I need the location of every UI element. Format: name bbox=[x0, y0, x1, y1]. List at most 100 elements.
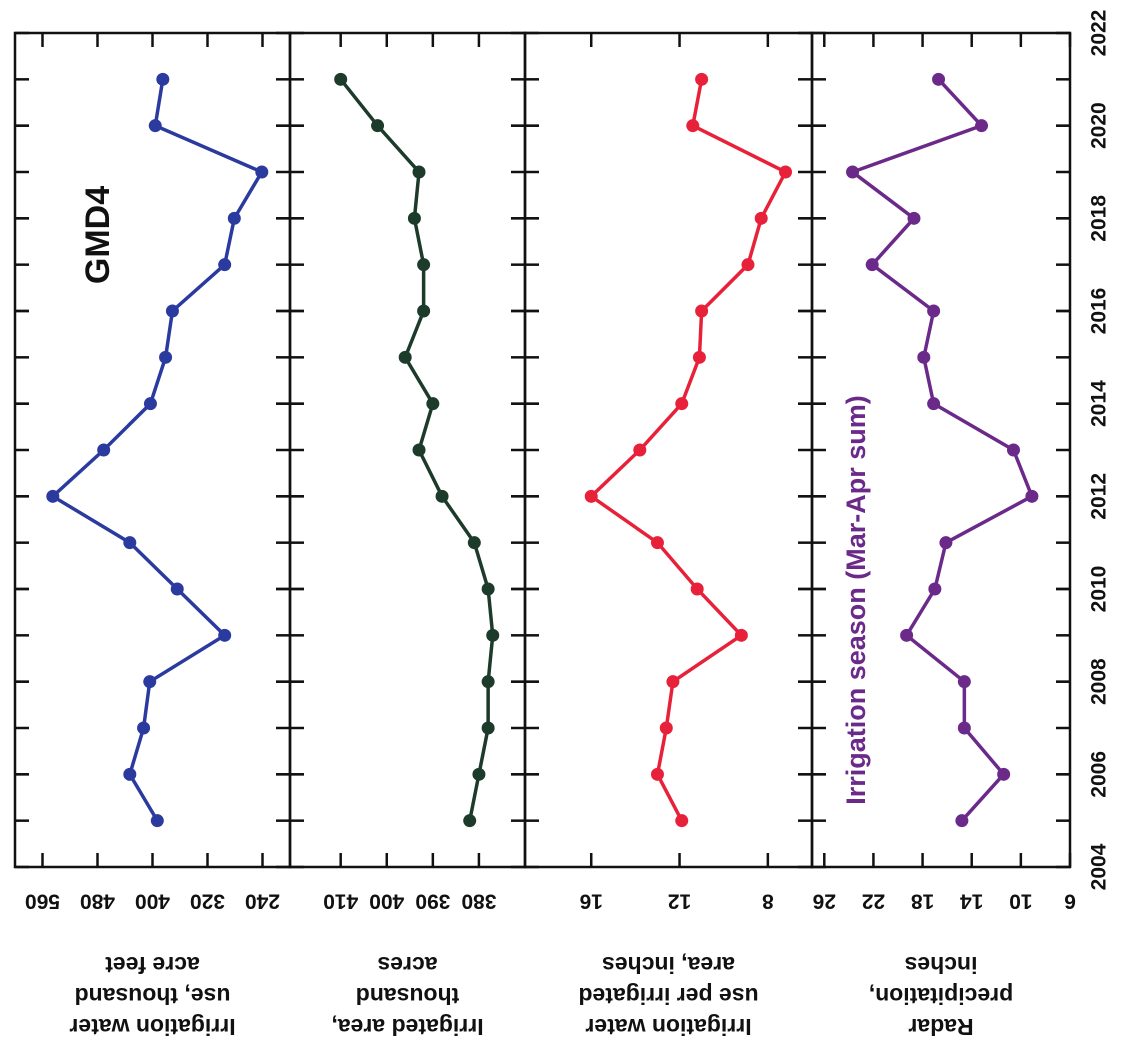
data-point bbox=[955, 814, 969, 828]
x-tick-label: 2016 bbox=[1088, 288, 1111, 335]
y-tick-label: 480 bbox=[80, 889, 115, 912]
data-point bbox=[695, 72, 709, 86]
data-point bbox=[1006, 443, 1020, 457]
x-tick-label: 2006 bbox=[1088, 751, 1111, 798]
y-axis-title: acres bbox=[377, 952, 437, 978]
data-point bbox=[435, 489, 449, 503]
data-point bbox=[928, 582, 942, 596]
data-point bbox=[143, 675, 157, 689]
y-axis-title: Irrigated area, bbox=[331, 1014, 483, 1040]
data-point bbox=[426, 397, 440, 411]
data-point bbox=[666, 675, 680, 689]
data-point bbox=[865, 258, 879, 272]
data-point bbox=[650, 767, 664, 781]
data-point bbox=[917, 350, 931, 364]
y-tick-label: 410 bbox=[323, 889, 358, 912]
data-point bbox=[123, 536, 137, 550]
y-tick-label: 8 bbox=[762, 889, 774, 912]
y-tick-label: 14 bbox=[960, 889, 984, 912]
data-point bbox=[486, 628, 500, 642]
data-point bbox=[907, 211, 921, 225]
data-line bbox=[848, 78, 1035, 822]
data-point bbox=[779, 165, 793, 179]
data-point bbox=[675, 397, 689, 411]
y-axis-title: Irrigation water bbox=[585, 1014, 751, 1040]
data-point bbox=[1025, 489, 1039, 503]
y-tick-label: 18 bbox=[911, 889, 935, 912]
panel-frame bbox=[523, 31, 814, 869]
annotation: GMD4 bbox=[79, 186, 117, 284]
y-tick-label: 12 bbox=[668, 889, 691, 912]
data-point bbox=[975, 119, 989, 133]
data-point bbox=[417, 258, 431, 272]
data-point bbox=[412, 443, 426, 457]
x-tick-label: 2004 bbox=[1088, 843, 1111, 890]
data-point bbox=[150, 814, 164, 828]
y-tick-label: 240 bbox=[245, 889, 280, 912]
data-point bbox=[675, 814, 689, 828]
y-tick-label: 390 bbox=[415, 889, 450, 912]
data-point bbox=[481, 721, 495, 735]
data-point bbox=[467, 536, 481, 550]
data-point bbox=[927, 304, 941, 318]
x-tick-label: 2012 bbox=[1088, 473, 1111, 520]
data-point bbox=[159, 350, 173, 364]
data-point bbox=[633, 443, 647, 457]
data-point bbox=[123, 767, 137, 781]
y-tick-label: 400 bbox=[135, 889, 170, 912]
x-tick-label: 2020 bbox=[1088, 102, 1111, 149]
y-tick-label: 22 bbox=[862, 889, 885, 912]
data-point bbox=[932, 72, 946, 86]
data-point bbox=[741, 258, 755, 272]
data-point bbox=[957, 721, 971, 735]
data-point bbox=[412, 165, 426, 179]
data-point bbox=[417, 304, 431, 318]
y-tick-label: 16 bbox=[580, 889, 603, 912]
y-axis-title: thousand bbox=[356, 983, 460, 1009]
y-tick-label: 6 bbox=[1064, 889, 1076, 912]
annotation: Irrigation season (Mar-Apr sum) bbox=[841, 395, 871, 805]
data-point bbox=[846, 165, 860, 179]
data-point bbox=[481, 582, 495, 596]
data-point bbox=[686, 119, 700, 133]
data-point bbox=[690, 582, 704, 596]
y-axis-title: use per irrigated bbox=[578, 983, 758, 1009]
data-point bbox=[398, 350, 412, 364]
data-point bbox=[165, 304, 179, 318]
data-point bbox=[334, 72, 348, 86]
x-tick-label: 2022 bbox=[1088, 10, 1111, 57]
x-tick-label: 2014 bbox=[1088, 380, 1111, 427]
y-tick-label: 400 bbox=[369, 889, 404, 912]
y-axis-title: use, thousand bbox=[75, 983, 231, 1009]
data-point bbox=[734, 628, 748, 642]
x-tick-label: 2008 bbox=[1088, 658, 1111, 705]
data-point bbox=[218, 628, 232, 642]
y-axis-title: area, inches bbox=[602, 952, 735, 978]
x-tick-label: 2010 bbox=[1088, 566, 1111, 613]
y-axis-title: Radar bbox=[908, 1014, 973, 1040]
data-point bbox=[584, 489, 598, 503]
data-point bbox=[659, 721, 673, 735]
data-point bbox=[957, 675, 971, 689]
y-tick-label: 560 bbox=[25, 889, 60, 912]
y-tick-label: 320 bbox=[190, 889, 225, 912]
data-point bbox=[137, 721, 151, 735]
panel-frame bbox=[13, 31, 292, 869]
data-point bbox=[371, 119, 385, 133]
data-line bbox=[588, 79, 788, 822]
data-point bbox=[472, 767, 486, 781]
data-point bbox=[407, 211, 421, 225]
y-tick-label: 10 bbox=[1009, 889, 1032, 912]
data-point bbox=[481, 675, 495, 689]
y-axis-title: acre feet bbox=[105, 952, 200, 978]
data-point bbox=[939, 536, 953, 550]
data-point bbox=[148, 119, 162, 133]
y-tick-label: 26 bbox=[813, 889, 836, 912]
y-axis-title: inches bbox=[905, 952, 978, 978]
y-axis-title: precipitation, bbox=[869, 983, 1013, 1009]
data-point bbox=[463, 814, 477, 828]
data-point bbox=[754, 211, 768, 225]
data-point bbox=[927, 397, 941, 411]
data-point bbox=[255, 165, 269, 179]
